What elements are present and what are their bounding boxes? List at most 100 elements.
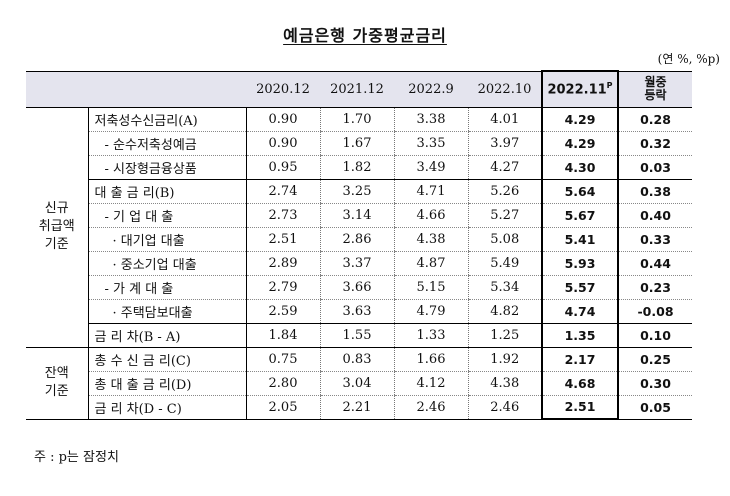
value-cell: 4.74	[541, 299, 619, 324]
table-row: - 기 업 대 출 2.73 3.14 4.66 5.27 5.67 0.40	[26, 203, 692, 228]
value-cell: 4.01	[467, 107, 542, 132]
value-cell: 5.64	[541, 179, 619, 204]
value-cell: 2.17	[541, 347, 619, 372]
row-label: · 대기업 대출	[88, 227, 247, 252]
value-cell: 4.68	[541, 371, 619, 396]
header-blank	[26, 70, 246, 108]
row-label: - 가 계 대 출	[88, 275, 247, 300]
value-cell: 0.25	[617, 347, 692, 372]
row-label: · 주택담보대출	[88, 299, 247, 324]
value-cell: 2.51	[541, 395, 619, 420]
value-cell: -0.08	[617, 299, 692, 324]
value-cell: 1.33	[393, 323, 468, 348]
value-cell: 2.73	[245, 203, 320, 228]
value-cell: 3.49	[393, 155, 468, 180]
value-cell: 5.41	[541, 227, 619, 252]
value-cell: 0.05	[617, 395, 692, 420]
value-cell: 4.79	[393, 299, 468, 324]
table-row: 금 리 차(D - C) 2.05 2.21 2.46 2.46 2.51 0.05	[26, 395, 692, 420]
table-row: 잔액 기준 총 수 신 금 리(C) 0.75 0.83 1.66 1.92 2.17 0.2…	[26, 347, 692, 420]
row-label: - 시장형금융상품	[88, 155, 247, 180]
value-cell: 2.80	[245, 371, 320, 396]
value-cell: 0.23	[617, 275, 692, 300]
value-cell: 2.46	[393, 395, 468, 420]
value-cell: 1.67	[319, 131, 394, 156]
value-cell: 5.67	[541, 203, 619, 228]
unit-label: (연 %, %p)	[657, 52, 720, 66]
value-cell: 0.95	[245, 155, 320, 180]
header-col-3: 2022.9	[394, 70, 468, 108]
value-cell: 0.83	[319, 347, 394, 372]
table-row: - 순수저축성예금 0.90 1.67 3.35 3.97 4.29 0.32	[26, 131, 692, 156]
value-cell: 3.04	[319, 371, 394, 396]
value-cell: 1.55	[319, 323, 394, 348]
value-cell: 5.27	[467, 203, 542, 228]
value-cell: 2.46	[467, 395, 542, 420]
value-cell: 4.27	[467, 155, 542, 180]
group-label: 신규 취급액 기준	[26, 107, 89, 348]
table-row: 신규 취급액 기준 저축성수신금리(A) 0.90 1.70 3.38 4.01 4.29 0…	[26, 107, 692, 348]
header-row: 2020.12 2021.12 2022.9 2022.10 2022.11P …	[26, 70, 692, 108]
value-cell: 1.66	[393, 347, 468, 372]
value-cell: 1.70	[319, 107, 394, 132]
value-cell: 4.87	[393, 251, 468, 276]
value-cell: 0.10	[617, 323, 692, 348]
value-cell: 2.51	[245, 227, 320, 252]
row-label: 대 출 금 리(B)	[88, 179, 247, 204]
value-cell: 2.05	[245, 395, 320, 420]
document-title: 예금은행 가중평균금리	[283, 26, 447, 45]
footnote: 주 : p는 잠정치	[34, 450, 119, 465]
group-label: 잔액 기준	[26, 347, 89, 420]
value-cell: 0.90	[245, 131, 320, 156]
header-col-5: 2022.11P	[541, 70, 619, 108]
value-cell: 0.03	[617, 155, 692, 180]
header-col-1: 2020.12	[246, 70, 320, 108]
value-cell: 4.71	[393, 179, 468, 204]
value-cell: 0.28	[617, 107, 692, 132]
value-cell: 0.32	[617, 131, 692, 156]
value-cell: 3.35	[393, 131, 468, 156]
value-cell: 2.74	[245, 179, 320, 204]
row-label: 저축성수신금리(A)	[88, 107, 247, 132]
table-row: - 시장형금융상품 0.95 1.82 3.49 4.27 4.30 0.03	[26, 155, 692, 180]
value-cell: 5.08	[467, 227, 542, 252]
row-label: 총 대 출 금 리(D)	[88, 371, 247, 396]
value-cell: 2.21	[319, 395, 394, 420]
value-cell: 0.75	[245, 347, 320, 372]
value-cell: 1.82	[319, 155, 394, 180]
row-label: 총 수 신 금 리(C)	[88, 347, 247, 372]
table-row: · 대기업 대출 2.51 2.86 4.38 5.08 5.41 0.33	[26, 227, 692, 252]
value-cell: 3.66	[319, 275, 394, 300]
row-label: 금 리 차(B - A)	[88, 323, 247, 348]
value-cell: 2.79	[245, 275, 320, 300]
value-cell: 3.25	[319, 179, 394, 204]
value-cell: 4.66	[393, 203, 468, 228]
value-cell: 2.59	[245, 299, 320, 324]
value-cell: 4.12	[393, 371, 468, 396]
row-label: 금 리 차(D - C)	[88, 395, 247, 420]
table-row: 금 리 차(B - A) 1.84 1.55 1.33 1.25 1.35 0.10	[26, 323, 692, 348]
value-cell: 2.89	[245, 251, 320, 276]
value-cell: 2.86	[319, 227, 394, 252]
value-cell: 0.30	[617, 371, 692, 396]
header-col-2: 2021.12	[320, 70, 394, 108]
table-row: 대 출 금 리(B) 2.74 3.25 4.71 5.26 5.64 0.38	[26, 179, 692, 204]
row-label: - 기 업 대 출	[88, 203, 247, 228]
value-cell: 0.90	[245, 107, 320, 132]
value-cell: 3.14	[319, 203, 394, 228]
value-cell: 3.63	[319, 299, 394, 324]
value-cell: 0.40	[617, 203, 692, 228]
value-cell: 5.93	[541, 251, 619, 276]
value-cell: 4.29	[541, 107, 619, 132]
interest-rate-table: 2020.12 2021.12 2022.9 2022.10 2022.11P …	[26, 70, 692, 420]
value-cell: 1.35	[541, 323, 619, 348]
value-cell: 5.49	[467, 251, 542, 276]
table-row: · 중소기업 대출 2.89 3.37 4.87 5.49 5.93 0.44	[26, 251, 692, 276]
value-cell: 0.38	[617, 179, 692, 204]
value-cell: 5.57	[541, 275, 619, 300]
header-col-5-text: 2022.11	[547, 82, 607, 98]
table-row: · 주택담보대출 2.59 3.63 4.79 4.82 4.74 -0.08	[26, 299, 692, 324]
table-row: - 가 계 대 출 2.79 3.66 5.15 5.34 5.57 0.23	[26, 275, 692, 300]
header-col-4: 2022.10	[468, 70, 542, 108]
value-cell: 5.26	[467, 179, 542, 204]
